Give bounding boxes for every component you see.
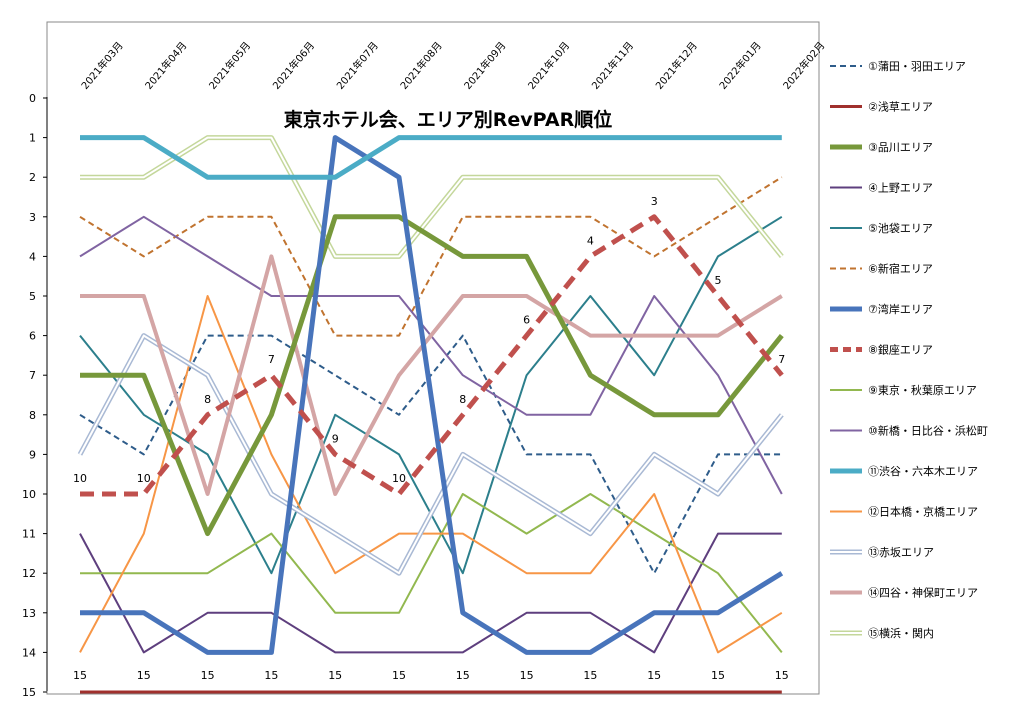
series-layer: [77, 135, 784, 694]
legend-label: ⑧銀座エリア: [868, 343, 933, 357]
legend-label: ⑭四谷・神保町エリア: [868, 586, 978, 600]
series-line-4: [79, 532, 782, 654]
legend-label: ④上野エリア: [868, 182, 933, 195]
legend-label: ①蒲田・羽田エリア: [868, 59, 966, 73]
data-label: 8: [459, 393, 466, 406]
legend-item: ③品川エリア: [830, 141, 933, 154]
legend-item: ⑭四谷・神保町エリア: [830, 586, 978, 600]
legend: ①蒲田・羽田エリア ②浅草エリア ③品川エリア ④上野エリア ⑤池袋エリア ⑥新宿エリア ⑦…: [830, 59, 988, 640]
y-tick-label: 13: [22, 607, 36, 620]
legend-label: ⑩新橋・日比谷・浜松町: [868, 424, 988, 438]
data-label: 4: [587, 234, 594, 247]
bottom-label: 15: [583, 669, 597, 682]
y-tick-label: 8: [29, 409, 36, 422]
series-line-13-inner: [79, 334, 783, 575]
data-label: 9: [332, 432, 339, 445]
y-tick-label: 1: [29, 132, 36, 145]
bottom-label: 15: [647, 669, 661, 682]
series-line-11: [80, 135, 782, 180]
bottom-label: 15: [520, 669, 534, 682]
bottom-label: 15: [328, 669, 342, 682]
bottom-label: 15: [264, 669, 278, 682]
data-label: 5: [715, 274, 722, 287]
legend-item: ⑪渋谷・六本木エリア: [830, 464, 978, 478]
legend-label: ⑮横浜・関内: [868, 626, 934, 640]
legend-item: ⑩新橋・日比谷・浜松町: [830, 424, 988, 438]
y-tick-label: 15: [22, 686, 36, 699]
series-line-9: [80, 493, 783, 654]
series-line-7: [80, 135, 784, 655]
bottom-label: 15: [392, 669, 406, 682]
series-line-3: [80, 214, 784, 537]
legend-item: ④上野エリア: [830, 182, 933, 195]
y-tick-label: 10: [22, 488, 36, 501]
y-tick-label: 11: [22, 528, 36, 541]
bottom-labels: 15 15 15 15 15 15 15 15 15 15 15 15: [73, 669, 789, 682]
data-label: 10: [73, 472, 87, 485]
data-label: 3: [651, 195, 658, 208]
legend-label: ⑦湾岸エリア: [868, 302, 933, 316]
y-tick-label: 12: [22, 567, 36, 580]
series-line-15-inner: [80, 136, 783, 258]
data-label: 7: [778, 353, 785, 366]
legend-label: ⑫日本橋・京橋エリア: [868, 505, 978, 519]
chart-title: 東京ホテル会、エリア別RevPAR順位: [284, 108, 612, 131]
series-line-14: [80, 254, 783, 496]
legend-item: ⑦湾岸エリア: [830, 302, 933, 316]
legend-item: ⑮横浜・関内: [830, 626, 934, 640]
legend-label: ⑬赤坂エリア: [868, 546, 934, 559]
data-label: 10: [137, 472, 151, 485]
series-line-1: [79, 334, 782, 575]
series-line-8: [80, 214, 784, 497]
legend-item: ⑥新宿エリア: [830, 262, 933, 276]
data-labels: 10 10 8 7 9 10 8 6 4 3 5 7: [73, 195, 785, 485]
data-label: 6: [523, 314, 530, 327]
y-tick-label: 4: [29, 250, 36, 263]
legend-item: ⑧銀座エリア: [830, 343, 933, 357]
legend-label: ③品川エリア: [868, 141, 933, 154]
bottom-label: 15: [137, 669, 151, 682]
bottom-label: 15: [775, 669, 789, 682]
legend-item: ⑤池袋エリア: [830, 221, 933, 235]
y-tick-label: 0: [29, 92, 36, 105]
legend-label: ⑤池袋エリア: [868, 221, 933, 235]
y-tick-label: 14: [22, 646, 36, 659]
y-tick-label: 2: [29, 171, 36, 184]
y-tick-label: 5: [29, 290, 36, 303]
data-label: 7: [268, 353, 275, 366]
series-line-12: [79, 295, 783, 654]
y-tick-label: 7: [29, 369, 36, 382]
legend-item: ⑫日本橋・京橋エリア: [830, 505, 978, 519]
y-tick-label: 3: [29, 211, 36, 224]
legend-label: ⑥新宿エリア: [868, 262, 933, 276]
legend-item: ①蒲田・羽田エリア: [830, 59, 966, 73]
data-label: 10: [392, 472, 406, 485]
bottom-label: 15: [201, 669, 215, 682]
bottom-label: 15: [456, 669, 470, 682]
y-tick-label: 9: [29, 448, 36, 461]
y-tick-label: 6: [29, 330, 36, 343]
legend-item: ⑨東京・秋葉原エリア: [830, 383, 977, 397]
legend-item: ⑬赤坂エリア: [830, 546, 934, 559]
legend-label: ⑨東京・秋葉原エリア: [868, 383, 977, 397]
legend-item: ②浅草エリア: [830, 101, 933, 114]
data-label: 8: [204, 393, 211, 406]
legend-label: ②浅草エリア: [868, 101, 933, 114]
bottom-label: 15: [73, 669, 87, 682]
legend-label: ⑪渋谷・六本木エリア: [868, 464, 978, 478]
series-line-6: [79, 176, 783, 337]
bottom-label: 15: [711, 669, 725, 682]
